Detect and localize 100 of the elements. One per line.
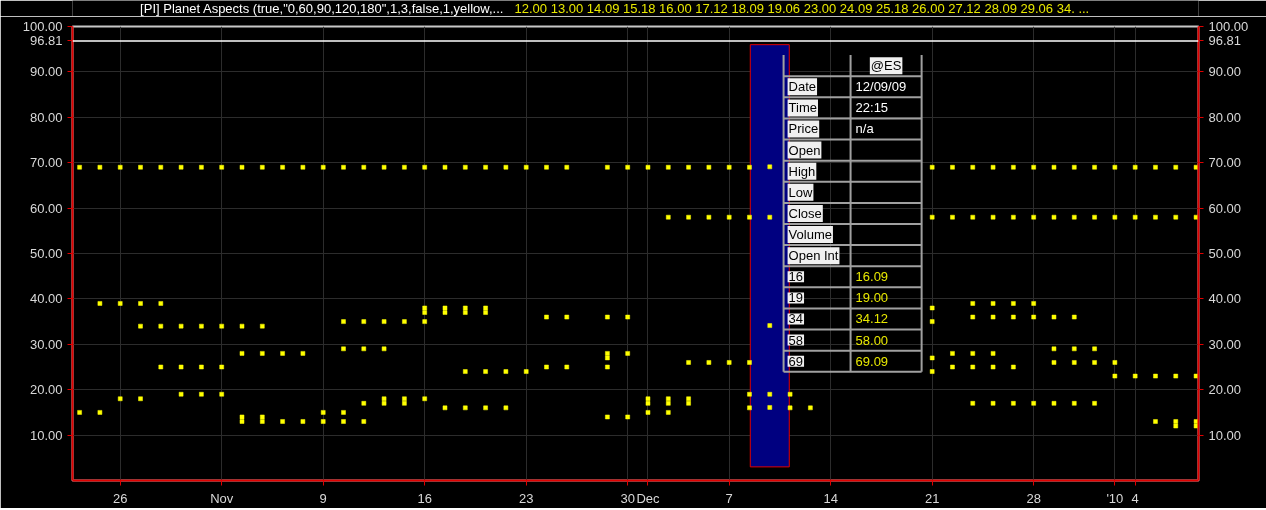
point (178, 164, 184, 170)
y2-tick-label: 50.00 (1208, 246, 1242, 261)
y-tick-label: 90.00 (29, 64, 63, 80)
annotation: 34.12 (855, 311, 889, 327)
point (1092, 214, 1097, 220)
point (260, 414, 265, 420)
point (341, 346, 346, 352)
point (199, 323, 204, 329)
point (1193, 164, 1199, 170)
annotation: 34 (788, 311, 804, 327)
annotation: Time (788, 100, 817, 116)
point (686, 360, 691, 365)
point (1173, 164, 1179, 170)
point (422, 310, 427, 315)
point (178, 391, 184, 397)
point (1193, 214, 1199, 220)
point (320, 419, 326, 424)
point (970, 214, 976, 220)
point (1153, 419, 1158, 424)
point (970, 351, 976, 356)
y2-tick-label: 30.00 (1208, 336, 1242, 352)
point (361, 419, 367, 424)
annotation: 58 (788, 332, 804, 348)
y2-tick-label: 10.00 (1208, 427, 1242, 443)
point (422, 164, 427, 170)
point (158, 364, 164, 370)
point (239, 414, 245, 420)
point (1092, 401, 1097, 406)
point (280, 164, 285, 170)
point (1193, 373, 1199, 379)
point (300, 164, 306, 170)
point (199, 164, 204, 170)
point (219, 364, 224, 370)
point (686, 401, 691, 406)
point (463, 310, 468, 315)
annotation: 69 (788, 353, 804, 369)
annotation: Price (788, 121, 819, 137)
point (199, 391, 204, 397)
point (950, 364, 955, 370)
point (767, 214, 773, 220)
y-tick-label: 10.00 (29, 427, 63, 443)
y2-tick-label: 60.00 (1208, 200, 1242, 216)
point (605, 414, 610, 420)
point (381, 164, 387, 170)
point (1031, 314, 1036, 320)
point (1112, 360, 1118, 365)
point (199, 364, 204, 370)
point (77, 410, 82, 415)
point (1011, 164, 1016, 170)
point (1011, 314, 1016, 320)
point (117, 164, 123, 170)
point (1173, 423, 1179, 429)
point (1112, 164, 1118, 170)
point (747, 164, 752, 170)
point (950, 214, 955, 220)
point (1011, 401, 1016, 406)
y-tick-label: 40.00 (29, 291, 63, 307)
point (361, 164, 367, 170)
point (260, 323, 265, 329)
point (463, 164, 468, 170)
y-tick-label: 70.00 (29, 155, 63, 171)
point (523, 369, 529, 374)
y2-tick-label: 90.00 (1208, 64, 1242, 80)
point (442, 405, 448, 411)
point (97, 164, 103, 170)
point (990, 214, 996, 220)
point (341, 319, 346, 324)
point (929, 305, 935, 311)
y2-tick-label: 40.00 (1208, 291, 1242, 307)
point (260, 164, 265, 170)
point (564, 314, 570, 320)
point (158, 323, 164, 329)
point (97, 301, 103, 306)
point (625, 351, 630, 356)
annotation: Low (788, 184, 814, 200)
point (442, 305, 448, 311)
point (361, 346, 367, 352)
x-tick-label: 21 (924, 490, 940, 506)
point (929, 355, 935, 361)
chart-title: [PI] Planet Aspects (true,"0,60,90,120,180",1,3,false,1,yellow,... (140, 0, 504, 16)
x-tick-label: 14 (823, 490, 838, 506)
y-tick-label: 100.00 (22, 19, 63, 34)
x-tick-label: 9 (319, 490, 327, 506)
point (1051, 360, 1057, 365)
point (625, 414, 630, 420)
point (666, 401, 671, 406)
point (381, 396, 387, 402)
point (422, 396, 427, 402)
y-tick-label: 30.00 (29, 336, 63, 352)
point (463, 369, 468, 374)
point (990, 314, 996, 320)
annotation: Volume (788, 227, 832, 243)
point (1112, 373, 1118, 379)
point (706, 360, 712, 365)
point (666, 214, 671, 220)
point (1031, 214, 1036, 220)
point (544, 314, 549, 320)
point (1051, 314, 1057, 320)
point (990, 401, 996, 406)
y-tick-label: 50.00 (29, 246, 63, 261)
